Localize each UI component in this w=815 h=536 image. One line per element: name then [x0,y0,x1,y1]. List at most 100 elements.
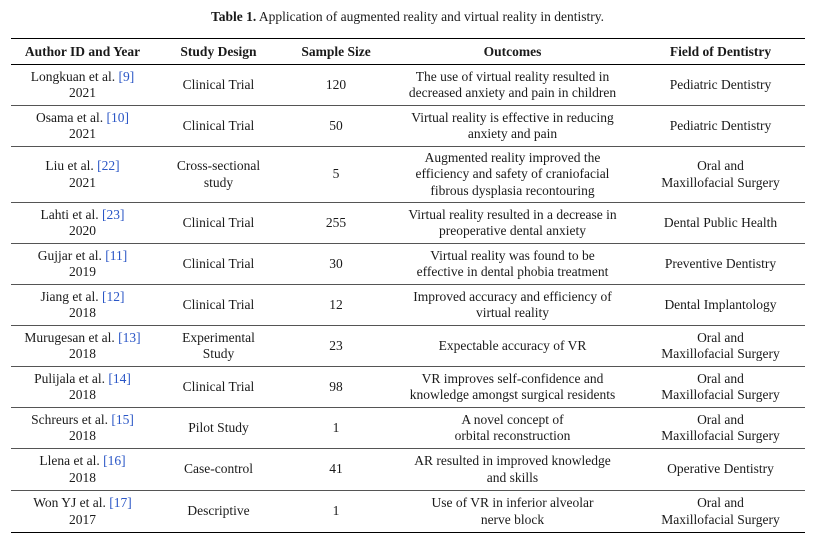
outcomes-cell: VR improves self-confidence and knowledge… [389,366,636,408]
header-study-design: Study Design [154,38,283,65]
outcomes-line: and skills [486,469,539,485]
field-line: Maxillofacial Surgery [661,346,780,361]
header-row: Author ID and Year Study Design Sample S… [11,38,805,65]
author-cell: Liu et al. [22] 2021 [11,146,154,203]
author-name: Won YJ et al. [33,495,110,510]
table-row: Pulijala et al. [14] 2018 Clinical Trial 98… [11,366,805,408]
sample-size-cell: 12 [283,284,389,326]
study-design-cell: Clinical Trial [154,243,283,285]
sample-size-cell: 1 [283,407,389,449]
year: 2018 [69,469,96,485]
author-cell: Osama et al. [10] 2021 [11,105,154,147]
outcomes-cell: AR resulted in improved knowledge and ski… [389,448,636,491]
outcomes-line: Augmented reality improved the [424,149,601,165]
header-outcomes: Outcomes [389,38,636,65]
outcomes-line: VR improves self-confidence and [421,370,604,386]
field-line: Maxillofacial Surgery [661,428,780,443]
field-cell: Operative Dentistry [636,448,805,491]
field-cell: Preventive Dentistry [636,243,805,285]
reference-link[interactable]: [17] [109,495,132,510]
reference-link[interactable]: [16] [103,453,126,468]
field-line: Operative Dentistry [667,461,774,477]
table-row: Won YJ et al. [17] 2017 Descriptive 1 Use of… [11,490,805,533]
author-name: Schreurs et al. [31,411,112,427]
study-design-cell: Clinical Trial [154,366,283,408]
author-cell: Longkuan et al. [9] 2021 [11,64,154,106]
reference-link[interactable]: [22] [97,158,120,173]
field-cell: Dental Implantology [636,284,805,326]
year: 2018 [69,305,96,320]
sample-size-cell: 41 [283,448,389,491]
author-cell: Pulijala et al. [14] 2018 [11,366,154,408]
author-cell: Won YJ et al. [17] 2017 [11,490,154,533]
outcomes-line: virtual reality [475,305,550,320]
field-line: Oral and [697,158,744,173]
field-line: Maxillofacial Surgery [661,174,780,190]
outcomes-line: The use of virtual reality resulted in [415,68,610,84]
study-design-line: Clinical Trial [182,378,255,394]
author-name: Jiang et al. [40,288,102,304]
reference-link[interactable]: [9] [118,68,135,84]
outcomes-line: effective in dental phobia treatment [416,264,609,279]
reference-link[interactable]: [23] [101,206,125,222]
year: 2018 [69,428,96,443]
table-body: Longkuan et al. [9] 2021 Clinical Trial 120… [11,64,805,533]
header-field: Field of Dentistry [636,38,805,65]
outcomes-line: knowledge amongst surgical residents [409,387,616,402]
field-line: Maxillofacial Surgery [661,387,780,402]
author-cell: Schreurs et al. [15] 2018 [11,407,154,449]
field-line: Oral and [697,411,744,427]
sample-size-cell: 23 [283,325,389,367]
reference-link[interactable]: [11] [105,247,128,263]
study-design-line: Clinical Trial [182,214,255,230]
table-caption: Table 1. Application of augmented realit… [0,9,815,25]
outcomes-cell: Virtual reality is effective in reducing… [389,105,636,147]
outcomes-cell: Virtual reality was found to be effective… [389,243,636,285]
author-name: Longkuan et al. [30,68,119,84]
table-row: Schreurs et al. [15] 2018 Pilot Study 1 A no… [11,407,805,449]
year: 2017 [69,511,96,527]
study-design-cell: Case-control [154,448,283,491]
field-line: Maxillofacial Surgery [661,511,780,527]
outcomes-line: Virtual reality is effective in reducing [411,109,614,125]
reference-link[interactable]: [12] [101,288,125,304]
outcomes-line: A novel concept of [461,411,564,427]
author-name: Murugesan et al. [24,329,119,345]
outcomes-cell: The use of virtual reality resulted in de… [389,64,636,106]
outcomes-line: AR resulted in improved knowledge [414,453,611,468]
outcomes-line: Expectable accuracy of VR [438,337,587,353]
reference-link[interactable]: [10] [106,109,129,125]
study-design-line: Clinical Trial [182,255,255,271]
header-author: Author ID and Year [11,38,154,65]
field-cell: Oral and Maxillofacial Surgery [636,146,805,203]
author-cell: Lahti et al. [23] 2020 [11,202,154,244]
field-line: Dental Public Health [663,214,778,230]
reference-link[interactable]: [13] [118,329,141,345]
year: 2019 [69,264,96,279]
study-design-line: Clinical Trial [182,296,255,312]
outcomes-line: preoperative dental anxiety [439,223,586,238]
field-cell: Dental Public Health [636,202,805,244]
study-design-line: Study [202,346,235,361]
year: 2020 [69,223,96,238]
outcomes-line: nerve block [480,511,545,527]
table-row: Murugesan et al. [13] 2018 Experimental Stu… [11,325,805,367]
study-design-cell: Descriptive [154,490,283,533]
year: 2021 [69,174,96,190]
outcomes-line: orbital reconstruction [454,428,571,443]
reference-link[interactable]: [14] [108,370,131,386]
study-design-line: Case-control [184,461,253,477]
outcomes-line: Use of VR in inferior alveolar [431,495,594,510]
outcomes-line: efficiency and safety of craniofacial [415,166,610,182]
outcomes-cell: Improved accuracy and efficiency of virtu… [389,284,636,326]
field-line: Oral and [697,329,744,345]
study-design-cell: Clinical Trial [154,64,283,106]
outcomes-cell: Use of VR in inferior alveolar nerve bloc… [389,490,636,533]
sample-size-cell: 30 [283,243,389,285]
caption-text: Application of augmented reality and vir… [256,9,605,24]
author-cell: Jiang et al. [12] 2018 [11,284,154,326]
field-cell: Oral and Maxillofacial Surgery [636,325,805,367]
reference-link[interactable]: [15] [111,411,134,427]
study-design-line: Cross-sectional [176,158,261,173]
sample-size-cell: 120 [283,64,389,106]
